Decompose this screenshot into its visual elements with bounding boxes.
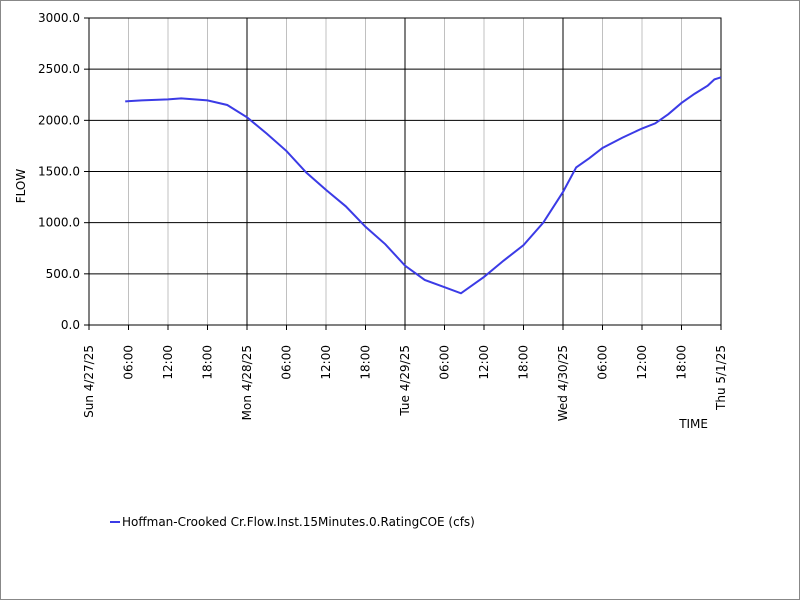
x-tick-label: 18:00 [675,345,689,380]
y-tick-label: 0.0 [61,318,80,332]
y-axis-label: FLOW [14,169,28,204]
x-tick-label: 12:00 [161,345,175,380]
y-tick-label: 1500.0 [38,165,80,179]
x-tick-label: 06:00 [438,345,452,380]
x-tick-label: 12:00 [477,345,491,380]
y-tick-label: 500.0 [46,267,80,281]
x-tick-label: 18:00 [201,345,215,380]
data-line [125,76,722,295]
y-tick-label: 2000.0 [38,113,80,127]
x-tick-label: Mon 4/28/25 [240,345,254,420]
x-tick-label: 12:00 [635,345,649,380]
x-tick-label: Tue 4/29/25 [398,345,412,417]
x-tick-label: 06:00 [122,345,136,380]
y-tick-label: 1000.0 [38,216,80,230]
x-axis-label: TIME [678,417,708,431]
x-tick-label: 06:00 [280,345,294,380]
x-tick-label: Sun 4/27/25 [82,345,96,418]
x-tick-label: Thu 5/1/25 [714,345,728,411]
legend-label: Hoffman-Crooked Cr.Flow.Inst.15Minutes.0… [122,515,475,529]
x-tick-label: 18:00 [517,345,531,380]
y-tick-label: 3000.0 [38,11,80,25]
x-tick-label: 18:00 [359,345,373,380]
x-tick-label: Wed 4/30/25 [556,345,570,421]
x-tick-label: 06:00 [596,345,610,380]
x-tick-label: 12:00 [319,345,333,380]
y-tick-label: 2500.0 [38,62,80,76]
plot-border [88,17,722,326]
